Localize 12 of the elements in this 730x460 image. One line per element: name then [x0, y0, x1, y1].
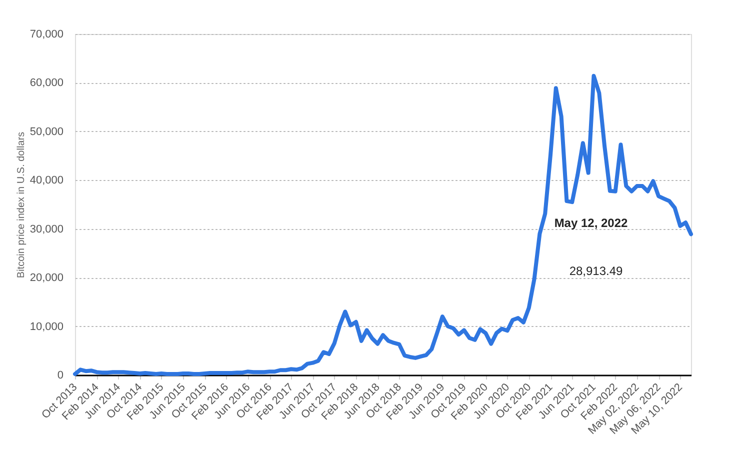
y-tick-label: 50,000	[30, 126, 64, 138]
y-tick-label: 60,000	[30, 77, 64, 90]
y-tick-label: 30,000	[30, 223, 64, 236]
y-tick-label: 10,000	[30, 320, 64, 333]
y-tick-label: 20,000	[30, 272, 64, 284]
line-series	[73, 74, 693, 376]
y-tick-label: 0	[57, 370, 64, 382]
y-tick-label: 70,000	[30, 28, 64, 40]
annotation: 28,913.49	[569, 264, 624, 278]
y-axis-title: Bitcoin price index in U.S. dollars	[16, 132, 27, 278]
annotation: May 12, 2022	[554, 216, 628, 230]
y-tick-label: 40,000	[30, 174, 64, 187]
